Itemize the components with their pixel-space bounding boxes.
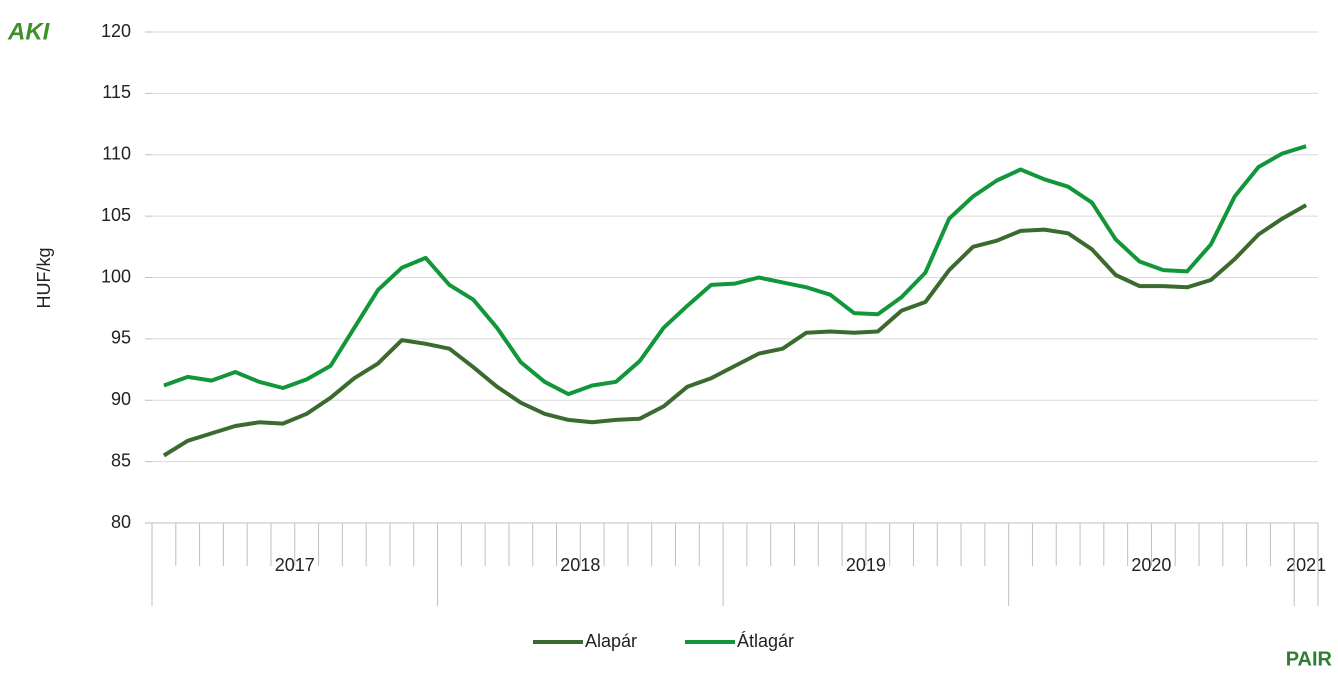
y-tick-label: 90 <box>111 389 131 409</box>
legend-label: Alapár <box>585 631 637 651</box>
y-tick-label: 100 <box>101 266 131 286</box>
y-axis-label: HUF/kg <box>34 247 54 308</box>
y-tick-label: 110 <box>102 144 131 164</box>
line-series <box>162 203 1308 458</box>
line-series <box>163 144 1307 397</box>
y-tick-label: 115 <box>102 82 131 102</box>
y-tick-label: 80 <box>111 512 131 532</box>
legend-label: Átlagár <box>737 631 794 651</box>
x-group-label: 2021 <box>1286 555 1326 575</box>
y-tick-label: 85 <box>111 450 131 470</box>
y-tick-label: 105 <box>101 205 131 225</box>
y-tick-label: 95 <box>111 328 131 348</box>
logo-pair: PAIR <box>1286 648 1333 670</box>
logo-aki: AKI <box>7 18 51 45</box>
y-tick-label: 120 <box>101 21 131 41</box>
